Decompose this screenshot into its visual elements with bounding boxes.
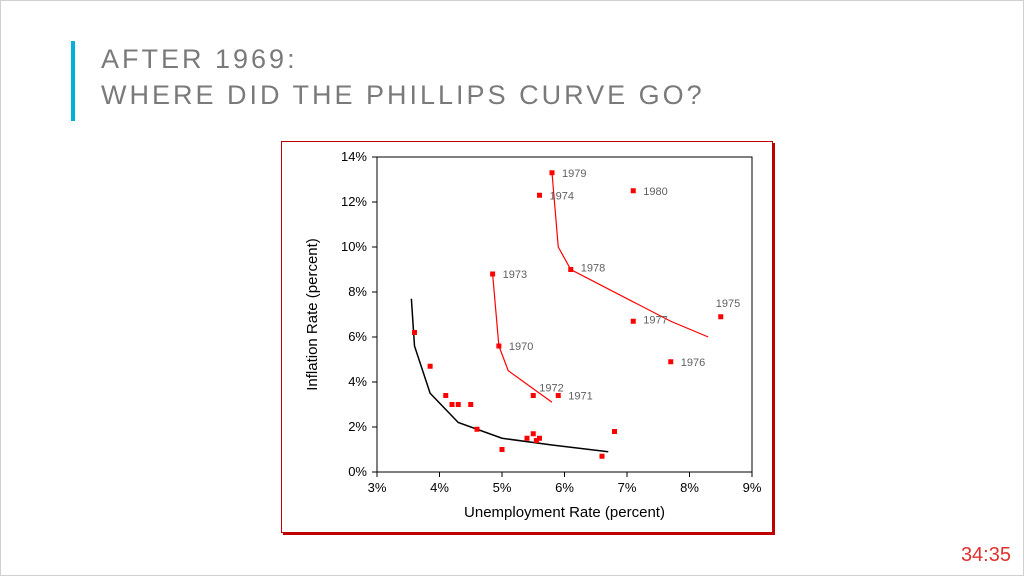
svg-text:8%: 8% xyxy=(680,480,699,495)
svg-text:9%: 9% xyxy=(743,480,762,495)
svg-text:1971: 1971 xyxy=(568,391,592,403)
phillips-curve-chart: 3% 4% 5% 6% 7% 8% 9% 0% 2% 4% 6% 8% 10% 12% 14% Unemplo… xyxy=(281,141,773,533)
svg-text:1973: 1973 xyxy=(503,269,527,281)
svg-text:6%: 6% xyxy=(555,480,574,495)
svg-text:4%: 4% xyxy=(348,374,367,389)
svg-text:2%: 2% xyxy=(348,419,367,434)
svg-text:10%: 10% xyxy=(341,239,367,254)
svg-text:1977: 1977 xyxy=(643,314,667,326)
svg-text:0%: 0% xyxy=(348,464,367,479)
svg-text:12%: 12% xyxy=(341,194,367,209)
title-accent-bar xyxy=(71,41,75,121)
svg-text:3%: 3% xyxy=(368,480,387,495)
title-line-2: WHERE DID THE PHILLIPS CURVE GO? xyxy=(101,77,705,113)
svg-text:Unemployment Rate (percent): Unemployment Rate (percent) xyxy=(464,504,665,521)
title-line-1: AFTER 1969: xyxy=(101,41,705,77)
svg-text:1972: 1972 xyxy=(539,383,563,395)
svg-text:Inflation Rate (percent): Inflation Rate (percent) xyxy=(304,238,321,391)
slide-container: AFTER 1969: WHERE DID THE PHILLIPS CURVE… xyxy=(0,0,1024,576)
svg-text:5%: 5% xyxy=(493,480,512,495)
svg-text:1970: 1970 xyxy=(509,341,533,353)
chart-svg: 3% 4% 5% 6% 7% 8% 9% 0% 2% 4% 6% 8% 10% 12% 14% Unemplo… xyxy=(282,142,772,532)
svg-text:7%: 7% xyxy=(618,480,637,495)
svg-text:14%: 14% xyxy=(341,149,367,164)
svg-text:1979: 1979 xyxy=(562,168,586,180)
svg-text:8%: 8% xyxy=(348,284,367,299)
video-timestamp: 34:35 xyxy=(961,544,1011,567)
slide-title: AFTER 1969: WHERE DID THE PHILLIPS CURVE… xyxy=(101,41,705,114)
svg-text:1978: 1978 xyxy=(581,263,605,275)
svg-text:1980: 1980 xyxy=(643,186,667,198)
svg-text:6%: 6% xyxy=(348,329,367,344)
svg-text:1976: 1976 xyxy=(681,357,705,369)
svg-text:1974: 1974 xyxy=(550,190,574,202)
svg-text:4%: 4% xyxy=(430,480,449,495)
svg-text:1975: 1975 xyxy=(716,298,740,310)
